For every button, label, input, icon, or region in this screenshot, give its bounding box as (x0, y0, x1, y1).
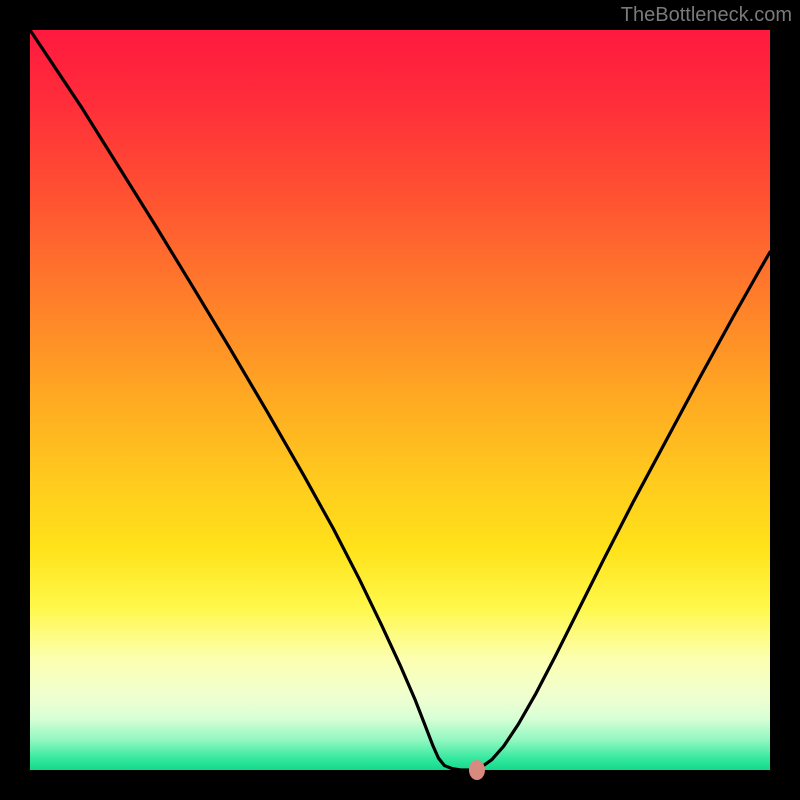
chart-container: TheBottleneck.com (0, 0, 800, 800)
optimal-marker (469, 760, 485, 780)
watermark-text: TheBottleneck.com (621, 4, 792, 27)
bottleneck-chart (0, 0, 800, 800)
plot-background (30, 30, 770, 770)
